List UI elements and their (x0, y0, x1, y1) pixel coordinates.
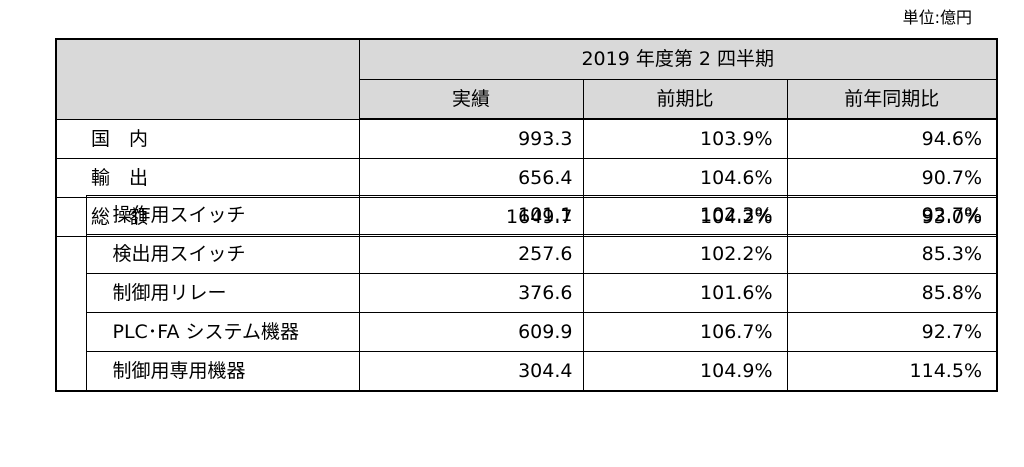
cell-actual: 257.6 (358, 234, 584, 274)
header-col-actual: 実績 (358, 78, 584, 120)
sales-subtable: 操作用スイッチ 101.1 102.3% 92.7% 検出用スイッチ 257.6… (55, 195, 998, 392)
row-label: 輸 出 (55, 157, 360, 198)
cell-actual: 101.1 (358, 195, 584, 235)
table-row: 制御用専用機器 304.4 104.9% 114.5% (55, 351, 998, 392)
header-row-columns: 実績 前期比 前年同期比 (56, 78, 998, 120)
cell-yoy: 85.8% (786, 273, 998, 313)
indent-gutter (55, 273, 87, 313)
cell-actual: 304.4 (358, 351, 584, 392)
table-row: 国 内 993.3 103.9% 94.6% (55, 118, 998, 159)
indent-gutter (55, 312, 87, 352)
row-label: PLC･FA システム機器 (85, 312, 360, 352)
cell-qoq: 102.2% (582, 234, 788, 274)
unit-label: 単位:億円 (902, 8, 972, 27)
table-row: 操作用スイッチ 101.1 102.3% 92.7% (55, 195, 998, 235)
row-label: 制御用専用機器 (85, 351, 360, 392)
cell-yoy: 94.6% (786, 118, 998, 159)
cell-actual: 609.9 (358, 312, 584, 352)
row-label: 国 内 (55, 118, 360, 159)
cell-yoy: 90.7% (786, 157, 998, 198)
header-col-yoy: 前年同期比 (786, 78, 998, 120)
table-row: 検出用スイッチ 257.6 102.2% 85.3% (55, 234, 998, 274)
cell-yoy: 92.7% (786, 312, 998, 352)
cell-qoq: 106.7% (582, 312, 788, 352)
table-row: PLC･FA システム機器 609.9 106.7% 92.7% (55, 312, 998, 352)
row-label: 制御用リレー (85, 273, 360, 313)
cell-yoy: 114.5% (786, 351, 998, 392)
cell-yoy: 92.7% (786, 195, 998, 235)
cell-actual: 376.6 (358, 273, 584, 313)
indent-gutter (55, 234, 87, 274)
cell-qoq: 102.3% (582, 195, 788, 235)
header-period: 2019 年度第 2 四半期 (358, 38, 998, 80)
table-row: 制御用リレー 376.6 101.6% 85.8% (55, 273, 998, 313)
indent-gutter (55, 351, 87, 392)
row-label: 操作用スイッチ (85, 195, 360, 235)
header-corner-cell (55, 38, 360, 120)
cell-qoq: 103.9% (582, 118, 788, 159)
cell-yoy: 85.3% (786, 234, 998, 274)
cell-qoq: 101.6% (582, 273, 788, 313)
header-row-period: 2019 年度第 2 四半期 (55, 38, 998, 120)
cell-actual: 993.3 (358, 118, 584, 159)
indent-gutter (55, 195, 87, 235)
table-row: 輸 出 656.4 104.6% 90.7% (55, 157, 998, 198)
cell-qoq: 104.9% (582, 351, 788, 392)
cell-actual: 656.4 (358, 157, 584, 198)
row-label: 検出用スイッチ (85, 234, 360, 274)
header-col-qoq: 前期比 (582, 78, 788, 120)
cell-qoq: 104.6% (582, 157, 788, 198)
